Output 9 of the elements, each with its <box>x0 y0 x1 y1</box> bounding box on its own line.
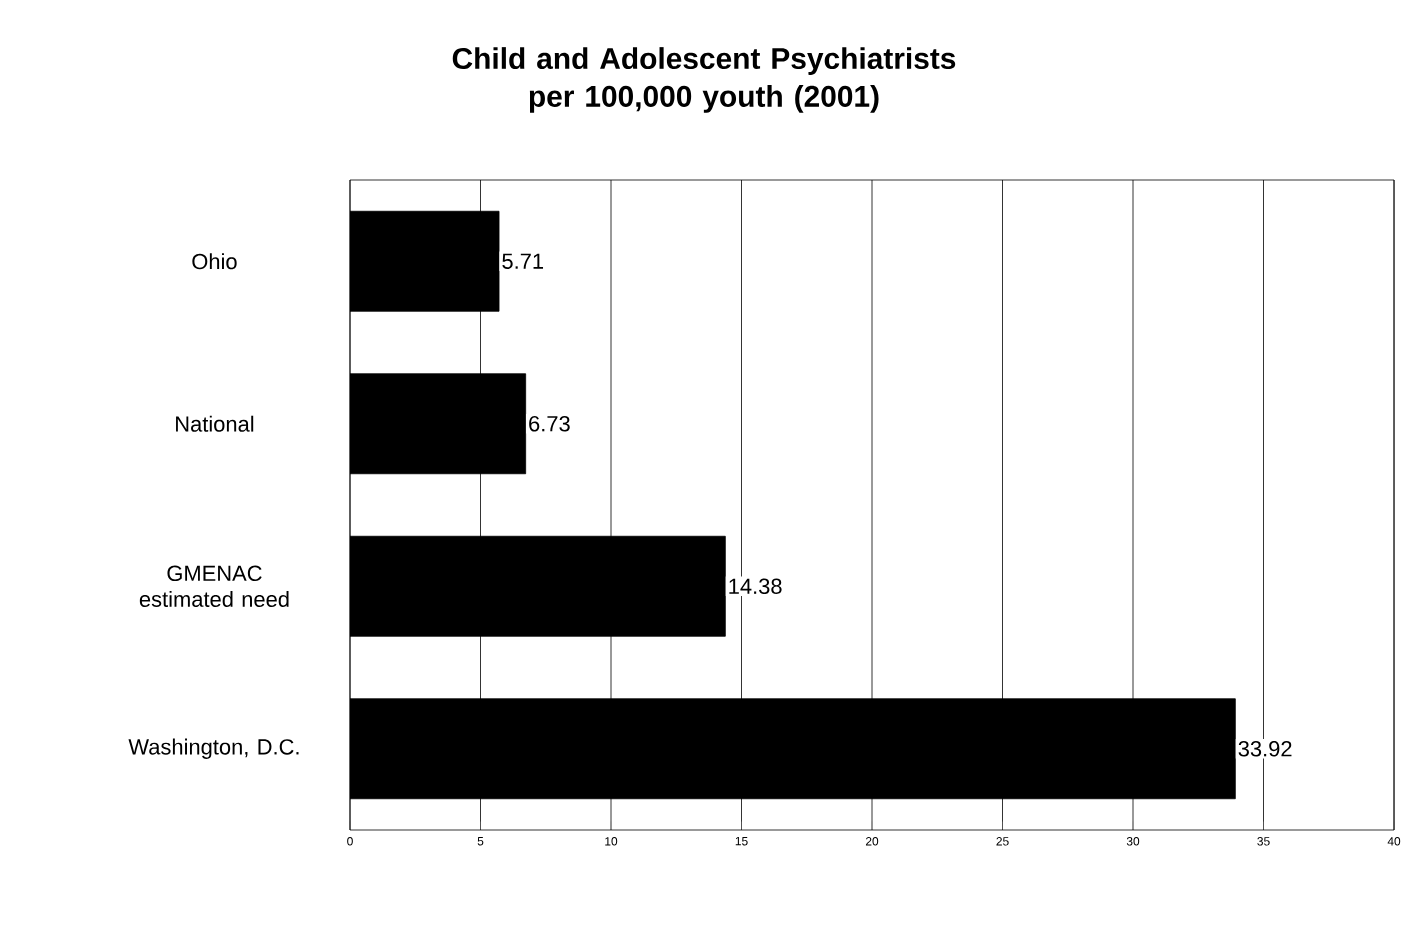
y-tick-label: National <box>176 415 254 432</box>
data-label: 33.92 <box>1238 741 1292 757</box>
data-label: 6.73 <box>529 416 570 432</box>
y-tick-label: Washington, D.C. <box>128 738 299 759</box>
data-label: 14.38 <box>729 578 782 595</box>
y-tick-label: Ohio <box>192 253 237 270</box>
data-label: 5.71 <box>502 253 544 269</box>
y-tick-label: GMENAC estimated need <box>139 565 289 607</box>
chart-title: Child and Adolescent Psychiatrists per 100,000 youth (2001) <box>452 47 956 113</box>
